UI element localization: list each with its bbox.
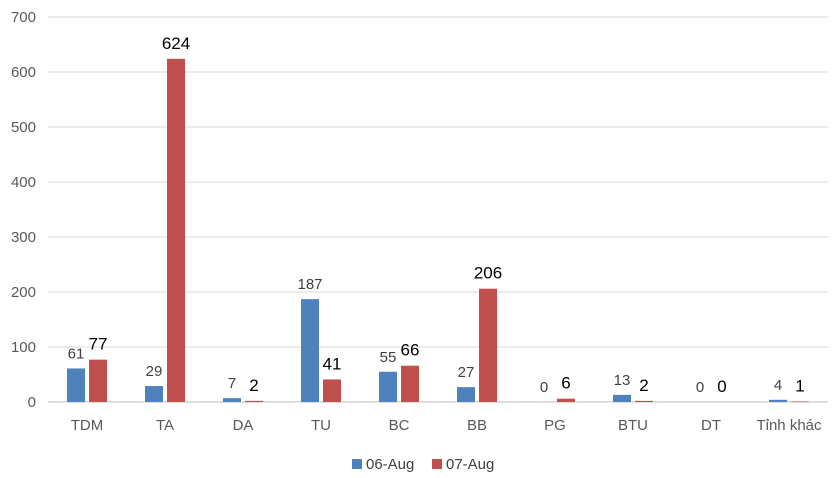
- bar-series-1-9: [769, 399, 787, 402]
- y-tick-label: 400: [11, 174, 36, 191]
- x-axis: TDM TA DA TU BC BB PG BTU DT Tỉnh khác: [71, 417, 822, 434]
- bar-series-2-0: [89, 359, 107, 402]
- data-label: 187: [297, 276, 322, 293]
- bar-series-1-4: [379, 371, 397, 402]
- bar-series-1-5: [457, 387, 475, 402]
- data-label: 0: [696, 379, 704, 396]
- y-tick-label: 500: [11, 119, 36, 136]
- gridlines: [48, 16, 828, 403]
- bar-series-2-9: [791, 401, 809, 402]
- bar-series-2-3: [323, 379, 341, 402]
- x-tick-label: TDM: [71, 417, 104, 434]
- data-label: 29: [146, 363, 163, 380]
- data-label: 2: [639, 376, 648, 395]
- data-label: 206: [474, 264, 502, 283]
- legend: 06-Aug 07-Aug: [352, 456, 494, 473]
- x-tick-label: TU: [311, 417, 331, 434]
- x-tick-label: BC: [389, 417, 410, 434]
- bar-series-1-3: [301, 299, 319, 402]
- data-label: 624: [162, 34, 190, 53]
- x-tick-label: Tỉnh khác: [756, 417, 822, 434]
- data-label: 55: [380, 349, 397, 366]
- data-label: 77: [89, 335, 108, 354]
- bar-series-2-6: [557, 398, 575, 402]
- x-tick-label: DA: [233, 417, 254, 434]
- bar-series-2-4: [401, 365, 419, 402]
- legend-swatch: [352, 459, 362, 469]
- y-tick-label: 0: [28, 394, 36, 411]
- data-label: 13: [614, 372, 631, 389]
- data-label: 6: [561, 374, 570, 393]
- data-label: 66: [401, 341, 420, 360]
- data-label: 0: [717, 377, 726, 396]
- y-tick-label: 100: [11, 339, 36, 356]
- y-tick-label: 700: [11, 9, 36, 26]
- bar-series-2-5: [479, 288, 497, 402]
- bar-series-1-7: [613, 394, 631, 402]
- legend-label: 06-Aug: [366, 456, 414, 473]
- bars: [67, 58, 809, 403]
- y-axis: 0 100 200 300 400 500 600 700: [11, 9, 36, 411]
- data-label: 61: [68, 345, 85, 362]
- legend-label: 07-Aug: [446, 456, 494, 473]
- bar-series-1-0: [67, 368, 85, 402]
- y-tick-label: 600: [11, 64, 36, 81]
- x-tick-label: PG: [544, 417, 566, 434]
- y-tick-label: 300: [11, 229, 36, 246]
- y-tick-label: 200: [11, 284, 36, 301]
- data-label: 1: [795, 376, 804, 395]
- data-label: 4: [774, 377, 782, 394]
- data-label: 0: [540, 379, 548, 396]
- bar-series-2-7: [635, 400, 653, 402]
- bar-series-2-1: [167, 58, 185, 403]
- data-label: 7: [228, 375, 236, 392]
- x-tick-label: DT: [701, 417, 721, 434]
- bar-series-1-1: [145, 386, 163, 402]
- data-label: 41: [323, 354, 342, 373]
- data-label: 2: [249, 376, 258, 395]
- bar-series-2-2: [245, 400, 263, 402]
- x-tick-label: BTU: [618, 417, 648, 434]
- x-tick-label: TA: [156, 417, 174, 434]
- legend-swatch: [432, 459, 442, 469]
- data-label: 27: [458, 364, 475, 381]
- x-tick-label: BB: [467, 417, 487, 434]
- bar-series-1-2: [223, 398, 241, 402]
